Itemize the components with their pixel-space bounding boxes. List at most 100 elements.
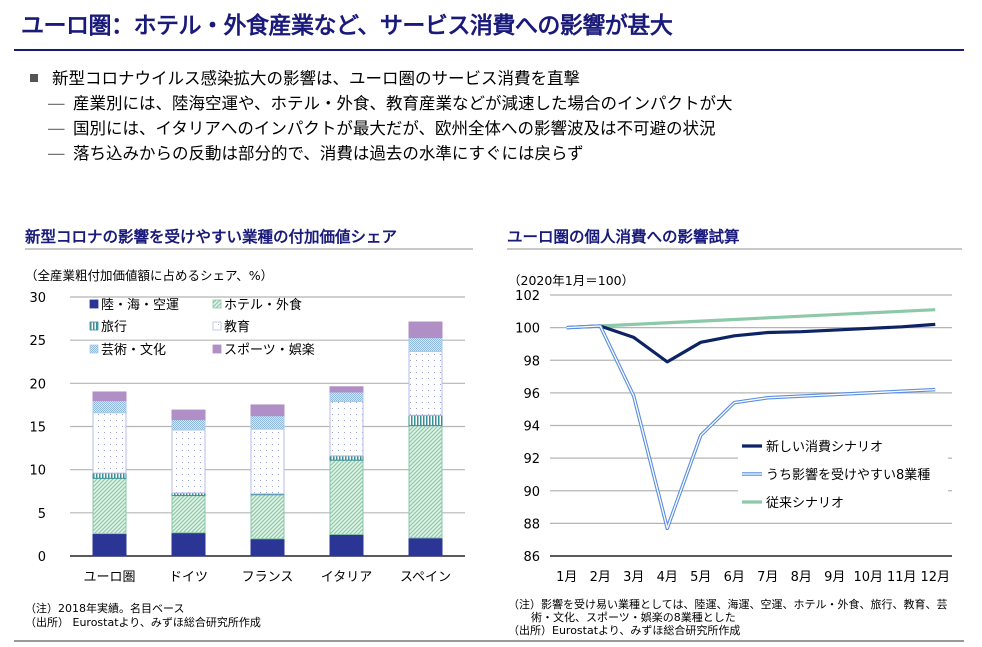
legend-label: ホテル・外食 <box>224 297 302 313</box>
bar-segment <box>250 404 285 417</box>
y-tick-label: 98 <box>523 354 540 369</box>
right-source: （出所）Eurostatより、みずほ総合研究所作成 <box>508 624 741 637</box>
bar-segment <box>408 537 443 557</box>
bar-segment <box>329 533 364 557</box>
bar-segment <box>92 533 127 557</box>
x-tick-label: フランス <box>242 570 294 585</box>
legend-swatch <box>89 344 99 354</box>
bullet-main: 新型コロナウイルス感染拡大の影響は、ユーロ圏のサービス消費を直撃 <box>28 66 733 91</box>
bar-segment <box>408 337 443 352</box>
legend-swatch <box>212 321 222 331</box>
bar-segment <box>329 386 364 393</box>
left-title-divider <box>25 248 473 250</box>
y-tick-label: 96 <box>523 387 540 402</box>
x-tick-label: 9月 <box>824 570 845 585</box>
x-tick-label: イタリア <box>321 570 372 585</box>
x-tick-label: 2月 <box>590 570 611 585</box>
y-tick-label: 100 <box>515 322 540 337</box>
dash-icon: ― <box>48 94 65 113</box>
bar-segment <box>329 459 364 535</box>
y-tick-label: 94 <box>523 420 540 435</box>
legend-label: 芸術・文化 <box>101 342 166 358</box>
legend-label: 新しい消費シナリオ <box>766 439 883 455</box>
bar-segment <box>171 409 206 421</box>
legend-label: 旅行 <box>101 320 127 335</box>
bar-segment <box>171 495 206 534</box>
legend-label: 従来シナリオ <box>766 496 844 511</box>
left-chart-unit: （全産業粗付加価値額に占めるシェア、%） <box>25 268 274 283</box>
bar-segment <box>171 429 206 494</box>
bullet-sub-text: 落ち込みからの反動は部分的で、消費は過去の水準にすぐには戻らず <box>73 144 584 163</box>
right-chart-title: ユーロ圏の個人消費への影響試算 <box>507 228 740 246</box>
bar-segment <box>408 414 443 427</box>
bar-segment <box>171 419 206 431</box>
right-note: （注）影響を受け易い業種としては、陸運、海運、空運、ホテル・外食、旅行、教育、芸 <box>508 598 948 611</box>
x-tick-label: ドイツ <box>169 570 208 585</box>
bar-segment <box>408 350 443 416</box>
y-tick-label: 30 <box>29 291 46 306</box>
bullet-sub-text: 国別には、イタリアへのインパクトが最大だが、欧州全体への影響波及は不可避の状況 <box>73 119 716 138</box>
legend-background <box>738 435 948 511</box>
x-tick-label: 11月 <box>887 570 917 585</box>
bar-segment <box>250 494 285 540</box>
right-title-divider <box>507 248 962 250</box>
y-tick-label: 102 <box>515 289 540 304</box>
bar-segment <box>171 532 206 557</box>
bar-segment <box>408 321 443 339</box>
x-tick-label: 12月 <box>920 570 950 585</box>
y-tick-label: 25 <box>29 334 46 349</box>
line-chart: 86 88 90 92 94 96 98 100 102 1月 2月 3月 4月 5月 6月 7月 8月 9月 10… <box>515 289 952 585</box>
y-tick-label: 15 <box>29 421 46 436</box>
bullet-sub: ― 産業別には、陸海空運や、ホテル・外食、教育産業などが減速した場合のインパクト… <box>28 91 733 116</box>
right-chart-unit: （2020年1月＝100） <box>508 273 635 288</box>
title-divider <box>14 49 964 51</box>
bar-segment <box>92 400 127 414</box>
y-tick-label: 92 <box>523 452 540 467</box>
x-tick-label: 4月 <box>657 570 678 585</box>
bullet-sub: ― 落ち込みからの反動は部分的で、消費は過去の水準にすぐには戻らず <box>28 141 733 166</box>
bar-segment <box>92 412 127 474</box>
x-tick-label: 5月 <box>690 570 711 585</box>
legend-swatch <box>89 321 99 331</box>
legend-swatch <box>212 299 222 309</box>
x-tick-label: 1月 <box>556 570 577 585</box>
legend-swatch <box>212 344 222 354</box>
x-tick-label: ユーロ圏 <box>83 570 135 585</box>
bar-segment <box>250 538 285 557</box>
y-tick-label: 86 <box>523 550 540 565</box>
legend-label: うち影響を受けやすい8業種 <box>766 467 930 483</box>
y-tick-label: 90 <box>523 485 540 500</box>
bar-segment <box>329 391 364 402</box>
bullet-sub: ― 国別には、イタリアへのインパクトが最大だが、欧州全体への影響波及は不可避の状… <box>28 116 733 141</box>
y-tick-label: 5 <box>38 507 46 522</box>
dash-icon: ― <box>48 144 65 163</box>
bar-segment <box>250 428 285 495</box>
bar-segment <box>329 400 364 457</box>
bar-segment <box>92 472 127 479</box>
x-tick-label: 10月 <box>853 570 883 585</box>
dash-icon: ― <box>48 119 65 138</box>
x-tick-label: スペイン <box>400 570 451 585</box>
legend-label: 陸・海・空運 <box>101 297 179 313</box>
y-tick-label: 10 <box>29 464 46 479</box>
series-line <box>566 322 936 364</box>
bar-segment <box>92 477 127 535</box>
legend-swatch <box>89 299 99 309</box>
bar-segment <box>250 415 285 430</box>
series-line-inner <box>566 325 936 529</box>
x-tick-label: 6月 <box>724 570 745 585</box>
bar-segment <box>92 391 127 402</box>
x-tick-label: 8月 <box>791 570 812 585</box>
y-tick-label: 0 <box>38 550 46 565</box>
stacked-bar-chart: 0 5 10 15 20 25 30 ユーロ圏 ドイツ フランス イタリア スペイン 陸・海・空運 ホテ… <box>29 291 465 585</box>
y-tick-label: 20 <box>29 377 46 392</box>
series-line <box>566 308 936 330</box>
bar-segment <box>408 425 443 539</box>
bullet-sub-text: 産業別には、陸海空運や、ホテル・外食、教育産業などが減速した場合のインパクトが大 <box>73 94 733 113</box>
bullet-list: 新型コロナウイルス感染拡大の影響は、ユーロ圏のサービス消費を直撃 ― 産業別には… <box>28 66 733 166</box>
legend-label: 教育 <box>224 319 250 335</box>
left-note: （注）2018年実績。名目ベース <box>25 602 185 615</box>
left-chart-title: 新型コロナの影響を受けやすい業種の付加価値シェア <box>25 228 398 246</box>
square-bullet-icon <box>30 74 38 82</box>
x-tick-label: 7月 <box>757 570 778 585</box>
